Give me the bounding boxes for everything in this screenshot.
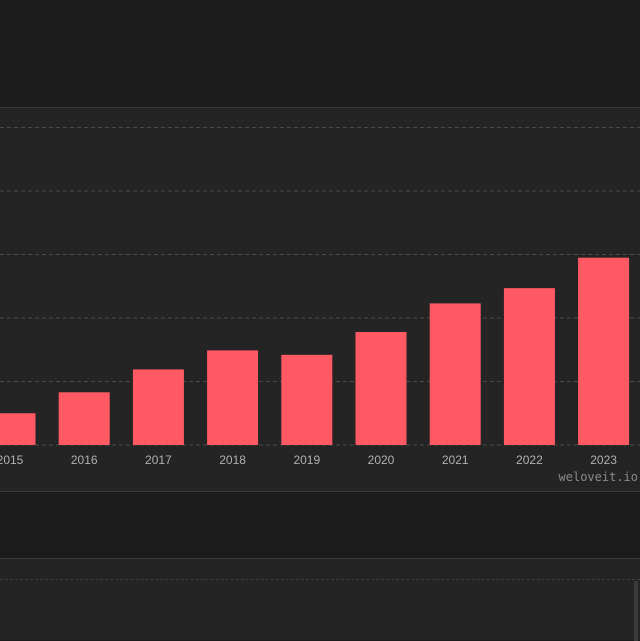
scrollbar[interactable] — [634, 581, 638, 641]
bar-2019[interactable] — [281, 354, 333, 445]
x-tick-label-2017: 2017 — [145, 453, 172, 467]
bar-2015[interactable] — [0, 413, 36, 445]
bar-chart: 2015 2016 2017 2018 2019 2020 2021 2022 2023 — [0, 127, 640, 467]
x-tick-label-2022: 2022 — [516, 453, 543, 467]
bottom-gridline — [0, 579, 640, 580]
mid-band — [0, 492, 640, 558]
bar-2018[interactable] — [207, 350, 259, 445]
watermark: weloveit.io — [558, 470, 638, 484]
bar-2017[interactable] — [132, 369, 184, 445]
x-tick-label-2023: 2023 — [590, 453, 617, 467]
top-band — [0, 0, 640, 107]
chart-panel: 2015 2016 2017 2018 2019 2020 2021 2022 2023 wel… — [0, 107, 640, 492]
x-tick-label-2021: 2021 — [442, 453, 469, 467]
bar-2021[interactable] — [429, 303, 481, 445]
bars — [0, 257, 630, 445]
x-tick-label-2015: 2015 — [0, 453, 24, 467]
bottom-panel — [0, 558, 640, 641]
x-tick-label-2016: 2016 — [71, 453, 98, 467]
bar-2023[interactable] — [578, 257, 630, 445]
bar-2016[interactable] — [58, 392, 110, 445]
x-tick-label-2019: 2019 — [293, 453, 320, 467]
bar-2022[interactable] — [503, 288, 555, 445]
x-tick-label-2018: 2018 — [219, 453, 246, 467]
x-tick-labels: 2015 2016 2017 2018 2019 2020 2021 2022 2023 — [0, 453, 617, 467]
bar-2020[interactable] — [355, 331, 407, 445]
x-tick-label-2020: 2020 — [368, 453, 395, 467]
